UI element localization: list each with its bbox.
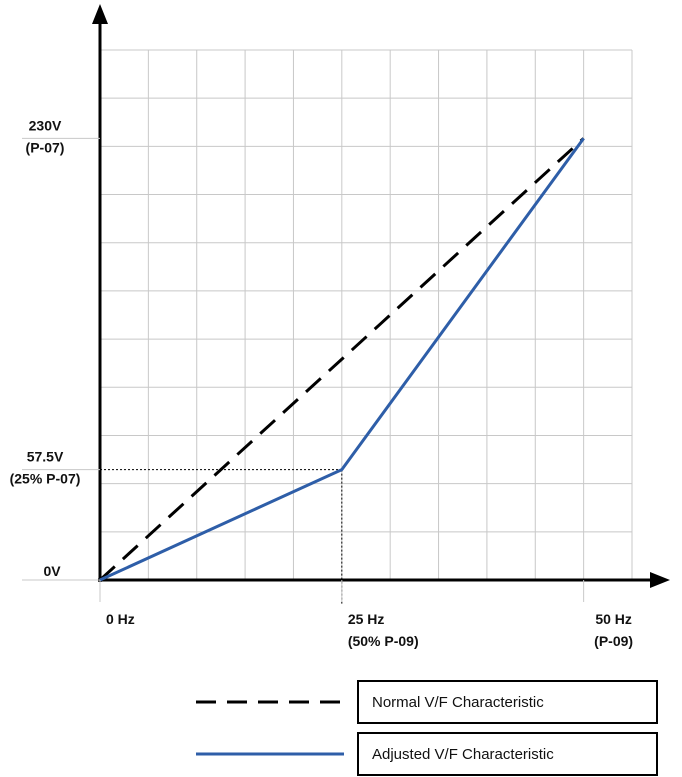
x-tick-sublabel: (P-09) bbox=[594, 633, 633, 649]
x-axis-arrow-icon bbox=[650, 572, 670, 588]
legend-box bbox=[357, 680, 658, 724]
legend-box bbox=[357, 732, 658, 776]
x-tick-label: 25 Hz bbox=[348, 611, 385, 627]
series-line-adjusted bbox=[99, 137, 585, 582]
y-tick-label: 0V bbox=[43, 563, 61, 579]
y-tick-label: 230V bbox=[29, 117, 62, 133]
legend-label: Normal V/F Characteristic bbox=[372, 694, 544, 711]
chart-legend: Normal V/F Characteristic Adjusted V/F Ch… bbox=[196, 680, 658, 776]
y-tick-sublabel: (P-07) bbox=[26, 139, 65, 155]
y-axis-arrow-icon bbox=[92, 4, 108, 24]
chart-series bbox=[98, 137, 585, 582]
x-tick-label: 50 Hz bbox=[595, 611, 632, 627]
reference-lines bbox=[100, 469, 343, 604]
y-tick-label: 57.5V bbox=[27, 449, 64, 465]
x-tick-label: 0 Hz bbox=[106, 611, 135, 627]
y-tick-labels: 0V 57.5V (25% P-07) 230V (P-07) bbox=[10, 117, 100, 581]
legend-label: Adjusted V/F Characteristic bbox=[372, 746, 554, 763]
y-tick-sublabel: (25% P-07) bbox=[10, 471, 81, 487]
series-line-normal bbox=[98, 137, 585, 582]
x-tick-sublabel: (50% P-09) bbox=[348, 633, 419, 649]
x-tick-labels: 0 Hz 25 Hz (50% P-09) 50 Hz (P-09) bbox=[99, 580, 633, 649]
chart-axes bbox=[92, 4, 670, 588]
chart-grid bbox=[100, 49, 633, 580]
